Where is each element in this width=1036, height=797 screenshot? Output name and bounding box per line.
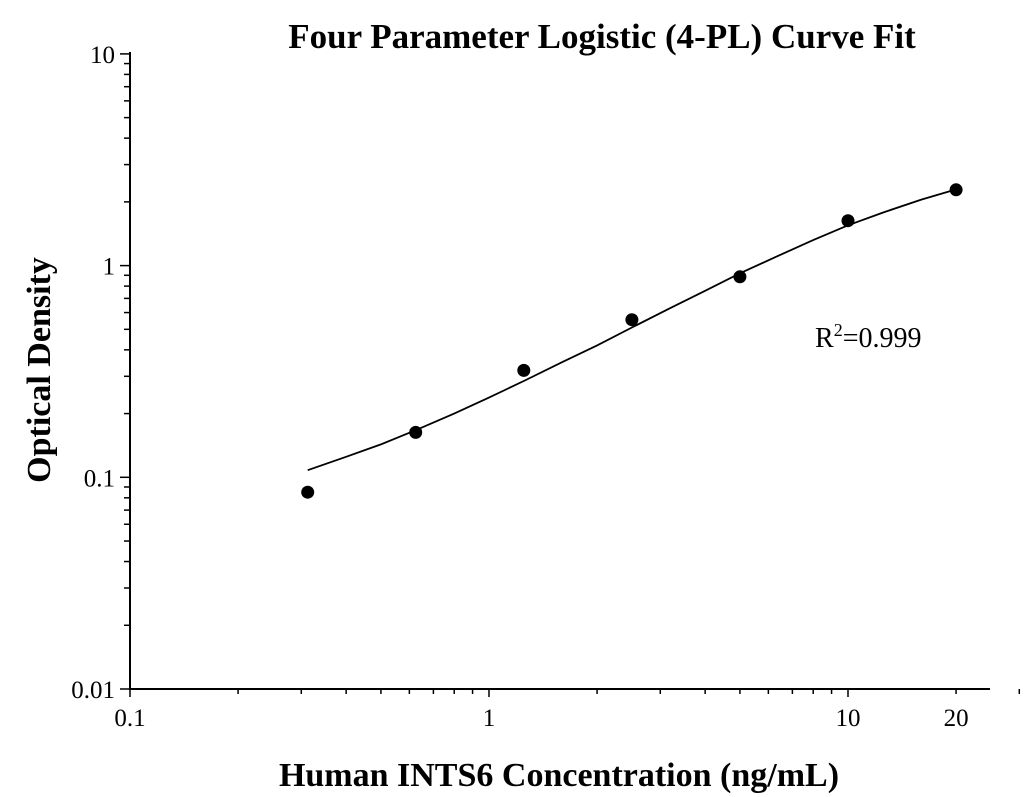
data-point [517, 363, 531, 377]
x-tick-label: 20 [944, 705, 969, 732]
y-tick-label: 1 [103, 254, 116, 281]
data-points [301, 183, 963, 499]
x-tick-label: 1 [483, 705, 496, 732]
r-squared-annotation: R2=0.999 [815, 320, 921, 354]
data-point [949, 183, 963, 197]
data-point [409, 425, 423, 439]
x-ticks: 0.1 1 10 20 [114, 689, 1021, 732]
y-tick-label: 0.01 [71, 677, 115, 704]
x-axis-label: Human INTS6 Concentration (ng/mL) [279, 757, 839, 794]
y-tick-label: 0.1 [84, 465, 115, 492]
data-point [733, 270, 747, 284]
y-ticks: 0.01 0.1 1 10 [71, 42, 130, 704]
x-tick-label: 0.1 [114, 705, 145, 732]
r-squared-label: R [815, 323, 834, 354]
y-tick-label: 10 [90, 42, 115, 69]
data-point [301, 485, 315, 499]
r-squared-value: =0.999 [843, 323, 922, 354]
r-squared-superscript: 2 [834, 320, 843, 340]
y-axis-label: Optical Density [21, 257, 58, 483]
chart-title: Four Parameter Logistic (4-PL) Curve Fit [288, 17, 916, 56]
axes [129, 52, 990, 690]
data-point [841, 214, 855, 228]
data-point [625, 313, 639, 327]
x-tick-label: 10 [836, 705, 861, 732]
